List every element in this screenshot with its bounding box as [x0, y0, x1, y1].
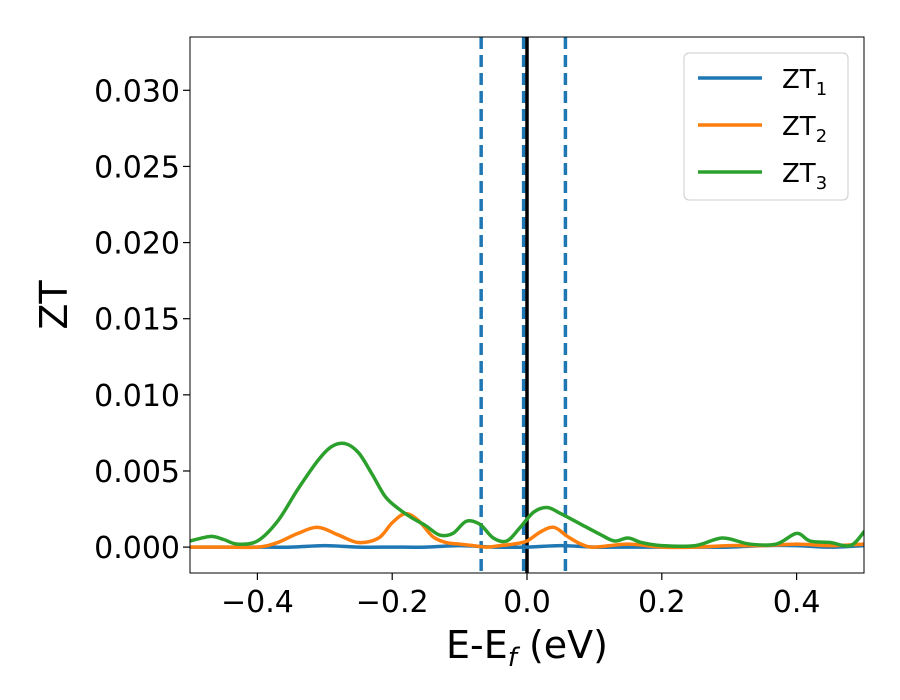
legend-label-zt3: ZT3: [782, 159, 827, 194]
y-tick-label: 0.000: [94, 531, 180, 566]
x-tick-label: 0.0: [503, 585, 551, 620]
x-tick-label: 0.4: [773, 585, 821, 620]
x-axis-label: E-Ef (eV): [446, 623, 608, 673]
x-tick-label: −0.4: [221, 585, 294, 620]
x-axis-label-unit: (eV): [517, 623, 608, 667]
y-tick-label: 0.030: [94, 74, 180, 109]
legend-label-zt2: ZT2: [782, 112, 827, 147]
legend: ZT1 ZT2 ZT3: [683, 52, 849, 201]
y-tick-label: 0.020: [94, 227, 180, 262]
plot-area: [190, 37, 864, 573]
y-tick-label: 0.010: [94, 379, 180, 414]
legend-box: [683, 52, 849, 201]
y-tick-label: 0.005: [94, 455, 180, 490]
y-tick-label: 0.015: [94, 303, 180, 338]
x-tick-label: 0.2: [638, 585, 686, 620]
legend-label-zt1: ZT1: [782, 65, 827, 100]
series-line-zt3: [190, 441, 864, 549]
y-axis-label: ZT: [32, 280, 76, 330]
y-tick-label: 0.025: [94, 150, 180, 185]
x-axis: −0.4 −0.2 0.0 0.2 0.4: [221, 573, 820, 620]
x-tick-label: −0.2: [356, 585, 429, 620]
y-axis: 0.000 0.005 0.010 0.015 0.020 0.025 0.030: [94, 74, 190, 566]
